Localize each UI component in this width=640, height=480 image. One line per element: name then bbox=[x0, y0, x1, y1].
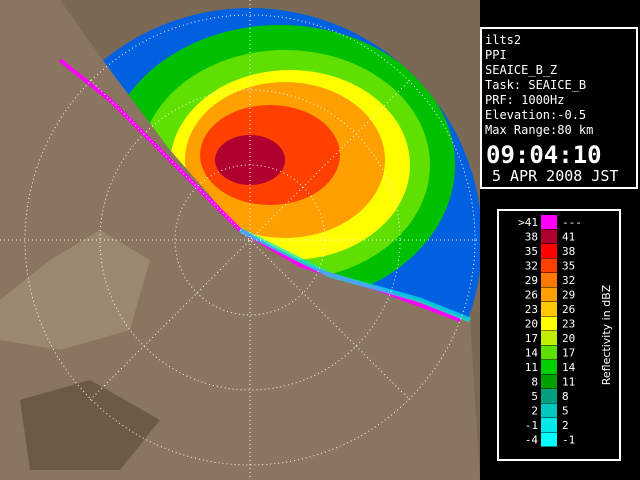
legend-to: 29 bbox=[562, 289, 575, 302]
legend-to: 23 bbox=[562, 318, 575, 331]
legend-to: 20 bbox=[562, 332, 575, 345]
legend-to: 38 bbox=[562, 245, 575, 258]
legend-from: 8 bbox=[531, 376, 538, 389]
legend-to: 35 bbox=[562, 260, 575, 273]
legend-to: 32 bbox=[562, 274, 575, 287]
info-line: Elevation:-0.5 bbox=[485, 108, 586, 122]
legend-swatch bbox=[541, 403, 557, 418]
legend-from: 2 bbox=[531, 405, 538, 418]
legend-to: 2 bbox=[562, 419, 569, 432]
time: 09:04:10 bbox=[486, 141, 602, 169]
legend-swatch bbox=[541, 215, 557, 229]
legend-from: 32 bbox=[525, 260, 538, 273]
legend-swatch bbox=[541, 345, 557, 360]
legend-to: -1 bbox=[562, 434, 575, 447]
legend-swatch bbox=[541, 287, 557, 302]
info-line: ilts2 bbox=[485, 33, 521, 47]
legend-swatch bbox=[541, 389, 557, 403]
info-line: SEAICE_B_Z bbox=[485, 63, 557, 77]
legend-from: 11 bbox=[525, 361, 538, 374]
legend-to: 26 bbox=[562, 303, 575, 316]
info-line: PPI bbox=[485, 48, 507, 62]
legend-from: 5 bbox=[531, 390, 538, 403]
legend-title: Reflectivity in dBZ bbox=[600, 284, 613, 385]
info-line: Max Range:80 km bbox=[485, 123, 593, 137]
legend-from: 23 bbox=[525, 303, 538, 316]
legend-to: 11 bbox=[562, 376, 575, 389]
legend-from: 17 bbox=[525, 332, 538, 345]
radar-image bbox=[0, 0, 480, 480]
legend-from: -1 bbox=[525, 419, 538, 432]
legend-swatch bbox=[541, 316, 557, 331]
info-line: PRF: 1000Hz bbox=[485, 93, 564, 107]
legend-from: 14 bbox=[525, 347, 539, 360]
legend-to: 8 bbox=[562, 390, 569, 403]
legend-swatch bbox=[541, 273, 557, 287]
legend-swatch bbox=[541, 229, 557, 244]
legend-to: 14 bbox=[562, 361, 576, 374]
info-line: Task: SEAICE_B bbox=[485, 78, 586, 92]
legend-swatch bbox=[541, 418, 557, 432]
legend-box bbox=[497, 209, 621, 461]
legend-swatch bbox=[541, 331, 557, 345]
legend-to: 17 bbox=[562, 347, 575, 360]
legend-from: 35 bbox=[525, 245, 538, 258]
legend-swatch bbox=[541, 360, 557, 374]
legend-from: 26 bbox=[525, 289, 538, 302]
legend-swatch bbox=[541, 302, 557, 316]
date: 5 APR 2008 JST bbox=[492, 167, 618, 185]
info-panel bbox=[480, 27, 638, 189]
legend-to: 41 bbox=[562, 231, 575, 244]
legend-from: 38 bbox=[525, 231, 538, 244]
legend-swatch bbox=[541, 432, 557, 447]
legend-to: --- bbox=[562, 216, 582, 229]
legend-from: 20 bbox=[525, 318, 538, 331]
legend-swatch bbox=[541, 244, 557, 258]
legend-swatch bbox=[541, 374, 557, 389]
legend-from: >41 bbox=[518, 216, 538, 229]
legend-from: -4 bbox=[525, 434, 539, 447]
legend-swatch bbox=[541, 258, 557, 273]
legend-from: 29 bbox=[525, 274, 538, 287]
legend-to: 5 bbox=[562, 405, 569, 418]
